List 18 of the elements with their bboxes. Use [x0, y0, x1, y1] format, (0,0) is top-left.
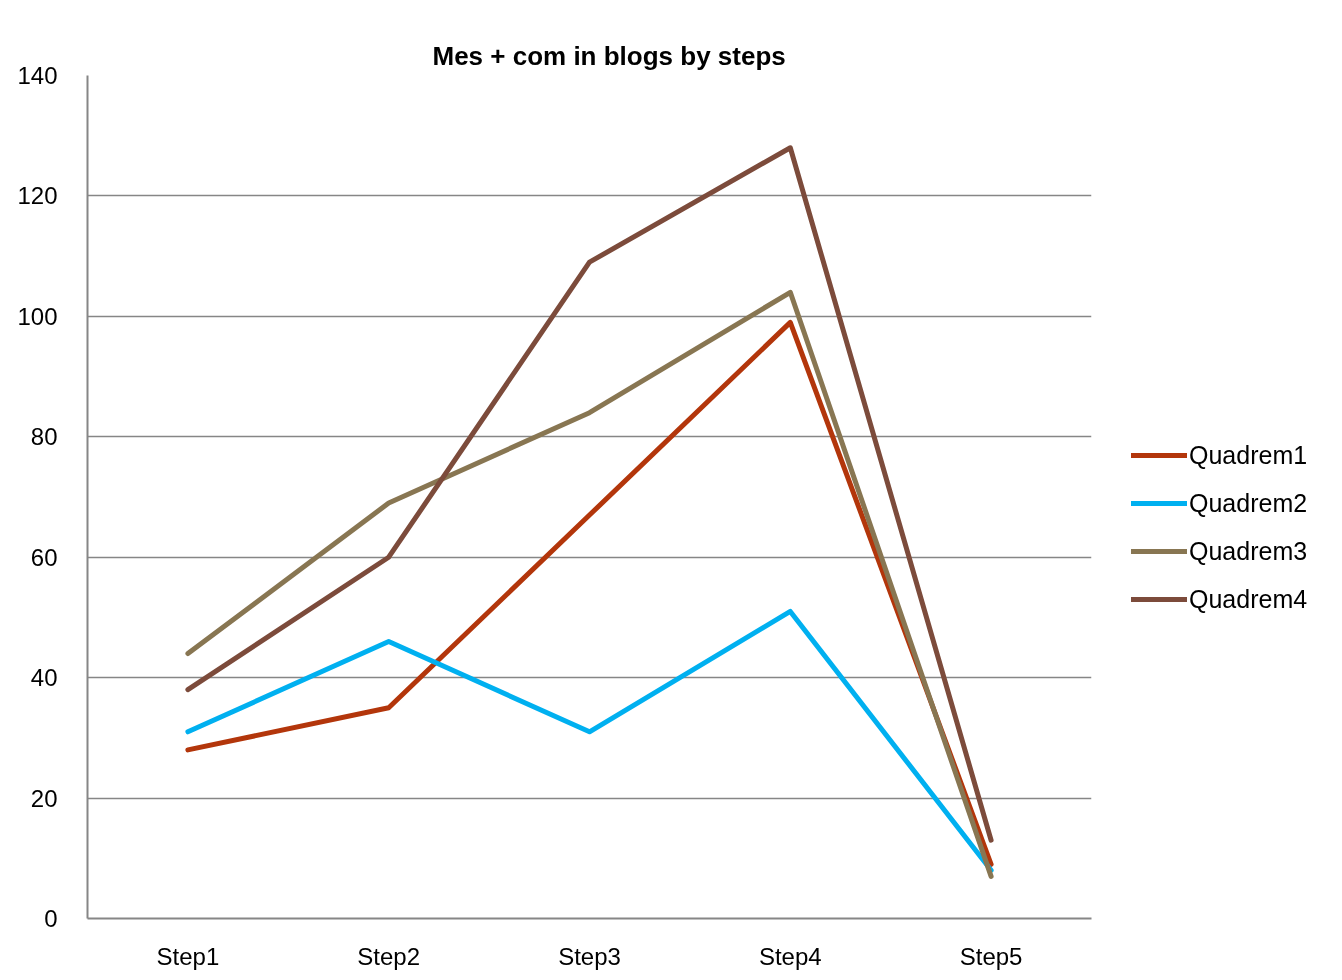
legend-label: Quadrem4	[1189, 584, 1308, 614]
x-tick-label: Step3	[558, 942, 621, 970]
legend-label: Quadrem3	[1189, 536, 1308, 566]
x-tick-label: Step5	[959, 942, 1023, 970]
y-tick-label: 60	[30, 543, 58, 571]
y-tick-label: 0	[44, 905, 58, 932]
y-tick-label: 80	[30, 423, 58, 451]
x-tick-label: Step2	[357, 942, 421, 970]
legend-label: Quadrem1	[1189, 440, 1308, 470]
y-tick-label: 20	[30, 784, 58, 812]
y-tick-label: 100	[17, 302, 58, 330]
x-tick-label: Step1	[156, 942, 220, 970]
y-tick-label: 140	[17, 62, 58, 89]
legend-label: Quadrem2	[1189, 488, 1308, 518]
chart-title: Mes + com in blogs by steps	[432, 40, 786, 71]
x-tick-label: Step4	[758, 942, 822, 970]
y-tick-label: 40	[30, 664, 58, 692]
y-tick-label: 120	[17, 182, 58, 210]
